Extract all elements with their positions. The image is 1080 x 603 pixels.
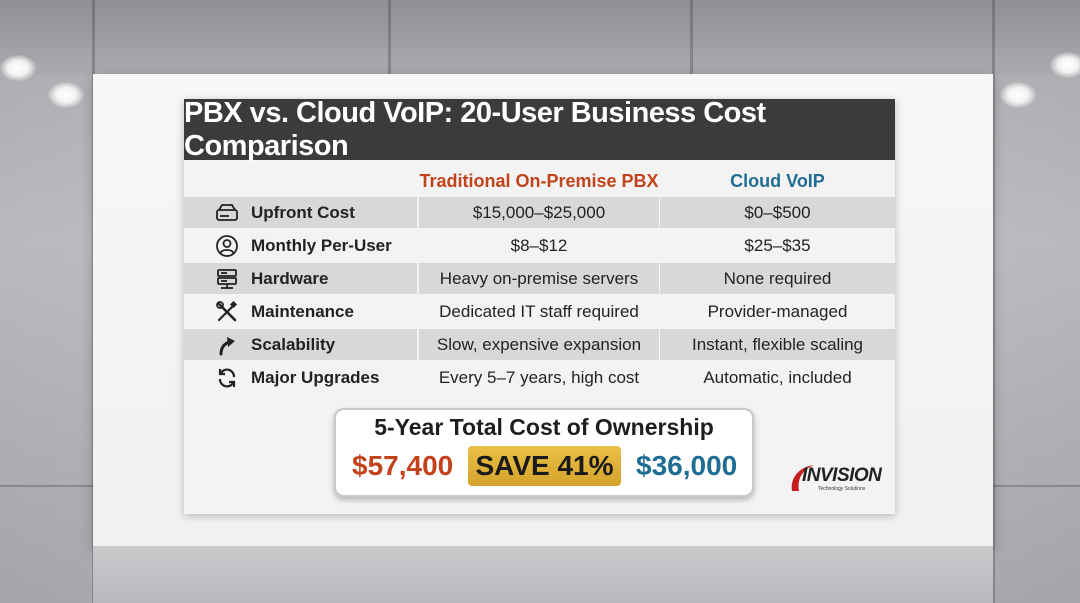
comparison-poster: PBX vs. Cloud VoIP: 20-User Business Cos… [184,97,895,514]
ceiling-light [48,82,84,108]
logo-swoosh-icon [791,465,814,491]
pbx-value: $15,000–$25,000 [419,197,659,228]
pbx-value: Slow, expensive expansion [419,329,659,360]
pbx-value: $8–$12 [510,236,568,255]
column-header-cloud: Cloud VoIP [730,171,825,191]
tools-icon [216,300,238,322]
savings-badge: SAVE 41% [468,446,621,486]
cloud-value: Automatic, included [703,368,852,387]
hardware-icon [217,269,237,289]
cloud-value: None required [660,263,895,294]
ceiling-light [1000,82,1036,108]
table-row: Maintenance Dedicated IT staff required … [184,296,895,327]
row-label: Maintenance [251,302,354,321]
table-row: Hardware Heavy on-premise servers None r… [184,263,895,294]
refresh-icon [218,368,236,388]
ceiling-light [0,55,36,81]
pbx-value: Every 5–7 years, high cost [438,368,640,387]
table-row: Monthly Per-User Rate $8–$12 $25–$35 [184,230,895,286]
poster-title: PBX vs. Cloud VoIP: 20-User Business Cos… [184,97,895,162]
cloud-value: Provider-managed [707,302,848,321]
cloud-value: $25–$35 [744,236,811,255]
table-row: Major Upgrades Every 5–7 years, high cos… [184,362,895,393]
table-row: Scalability Slow, expensive expansion In… [184,329,895,360]
user-icon [216,235,238,257]
growth-arrow-icon [219,337,235,356]
logo-name: INVISION [802,465,882,486]
invision-logo: INVISION Technology Solutions [788,461,884,497]
cloud-value: $0–$500 [660,197,895,228]
column-header-pbx: Traditional On-Premise PBX [419,171,659,191]
tco-cloud-total: $36,000 [636,450,738,481]
tco-title: 5-Year Total Cost of Ownership [374,414,714,440]
board-base [93,546,993,603]
pbx-value: Heavy on-premise servers [419,263,659,294]
pbx-value: Dedicated IT staff required [439,302,639,321]
server-icon [216,204,238,221]
ceiling [0,0,1080,75]
row-label: Upfront Cost [184,197,417,228]
cloud-value: Instant, flexible scaling [660,329,895,360]
logo-tagline: Technology Solutions [818,486,866,492]
tco-summary-box: 5-Year Total Cost of Ownership $57,400 S… [334,408,754,497]
tco-pbx-total: $57,400 [352,450,454,481]
wall-seam [992,0,995,603]
ceiling-light [1050,52,1080,78]
table-row: Upfront Cost $15,000–$25,000 $0–$500 [184,197,895,228]
row-label: Major Upgrades [251,368,380,387]
